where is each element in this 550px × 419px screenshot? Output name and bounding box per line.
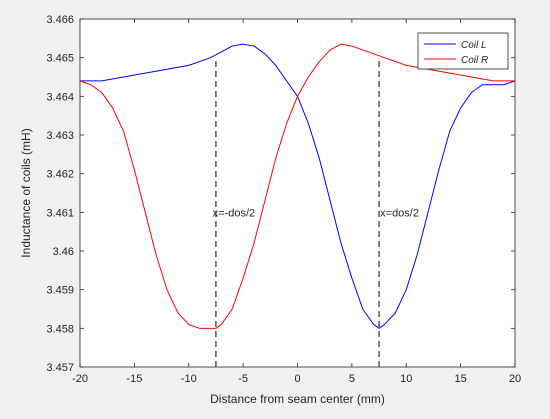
x-tick-label: 0 [294,373,300,385]
y-tick-label: 3.463 [46,130,74,142]
series-layer [79,43,516,329]
legend-label-coil-l: Coil L [461,40,487,51]
y-tick-label: 3.462 [46,169,74,181]
y-tick-label: 3.465 [46,53,74,65]
y-tick-label: 3.464 [46,91,74,103]
x-axis-title: Distance from seam center (mm) [210,392,385,406]
y-tick-label: 3.459 [46,285,74,297]
plot-area [80,19,515,367]
annotation-neg-dos: x=-dos/2 [213,207,256,219]
y-axis-title: Inductance of coils (mH) [19,128,33,257]
x-tick-label: -20 [72,373,88,385]
x-tick-label: 5 [349,373,355,385]
axis-ticks: -20 -15 -10 -5 0 5 10 15 20 3.457 3.458 3.459 3.46 3.… [46,14,521,385]
series-line-coil-l [80,43,516,329]
legend-box [417,32,509,70]
legend-label-coil-r: Coil R [461,55,488,66]
reference-lines [215,57,380,367]
x-tick-label: 20 [509,373,521,385]
x-tick-label: 10 [400,373,412,385]
x-tick-label: -10 [181,373,197,385]
y-tick-label: 3.457 [46,362,74,374]
x-tick-label: -5 [238,373,248,385]
y-tick-label: 3.461 [46,207,74,219]
y-tick-label: 3.46 [53,246,74,258]
annotation-pos-dos: x=dos/2 [380,207,419,219]
x-tick-label: -15 [126,373,142,385]
y-tick-label: 3.458 [46,323,74,335]
x-tick-label: 15 [455,373,467,385]
series-line-coil-r [79,43,515,329]
annotations: x=-dos/2 x=dos/2 [213,207,419,219]
legend: Coil L Coil R [417,32,509,70]
y-tick-label: 3.466 [46,14,74,26]
